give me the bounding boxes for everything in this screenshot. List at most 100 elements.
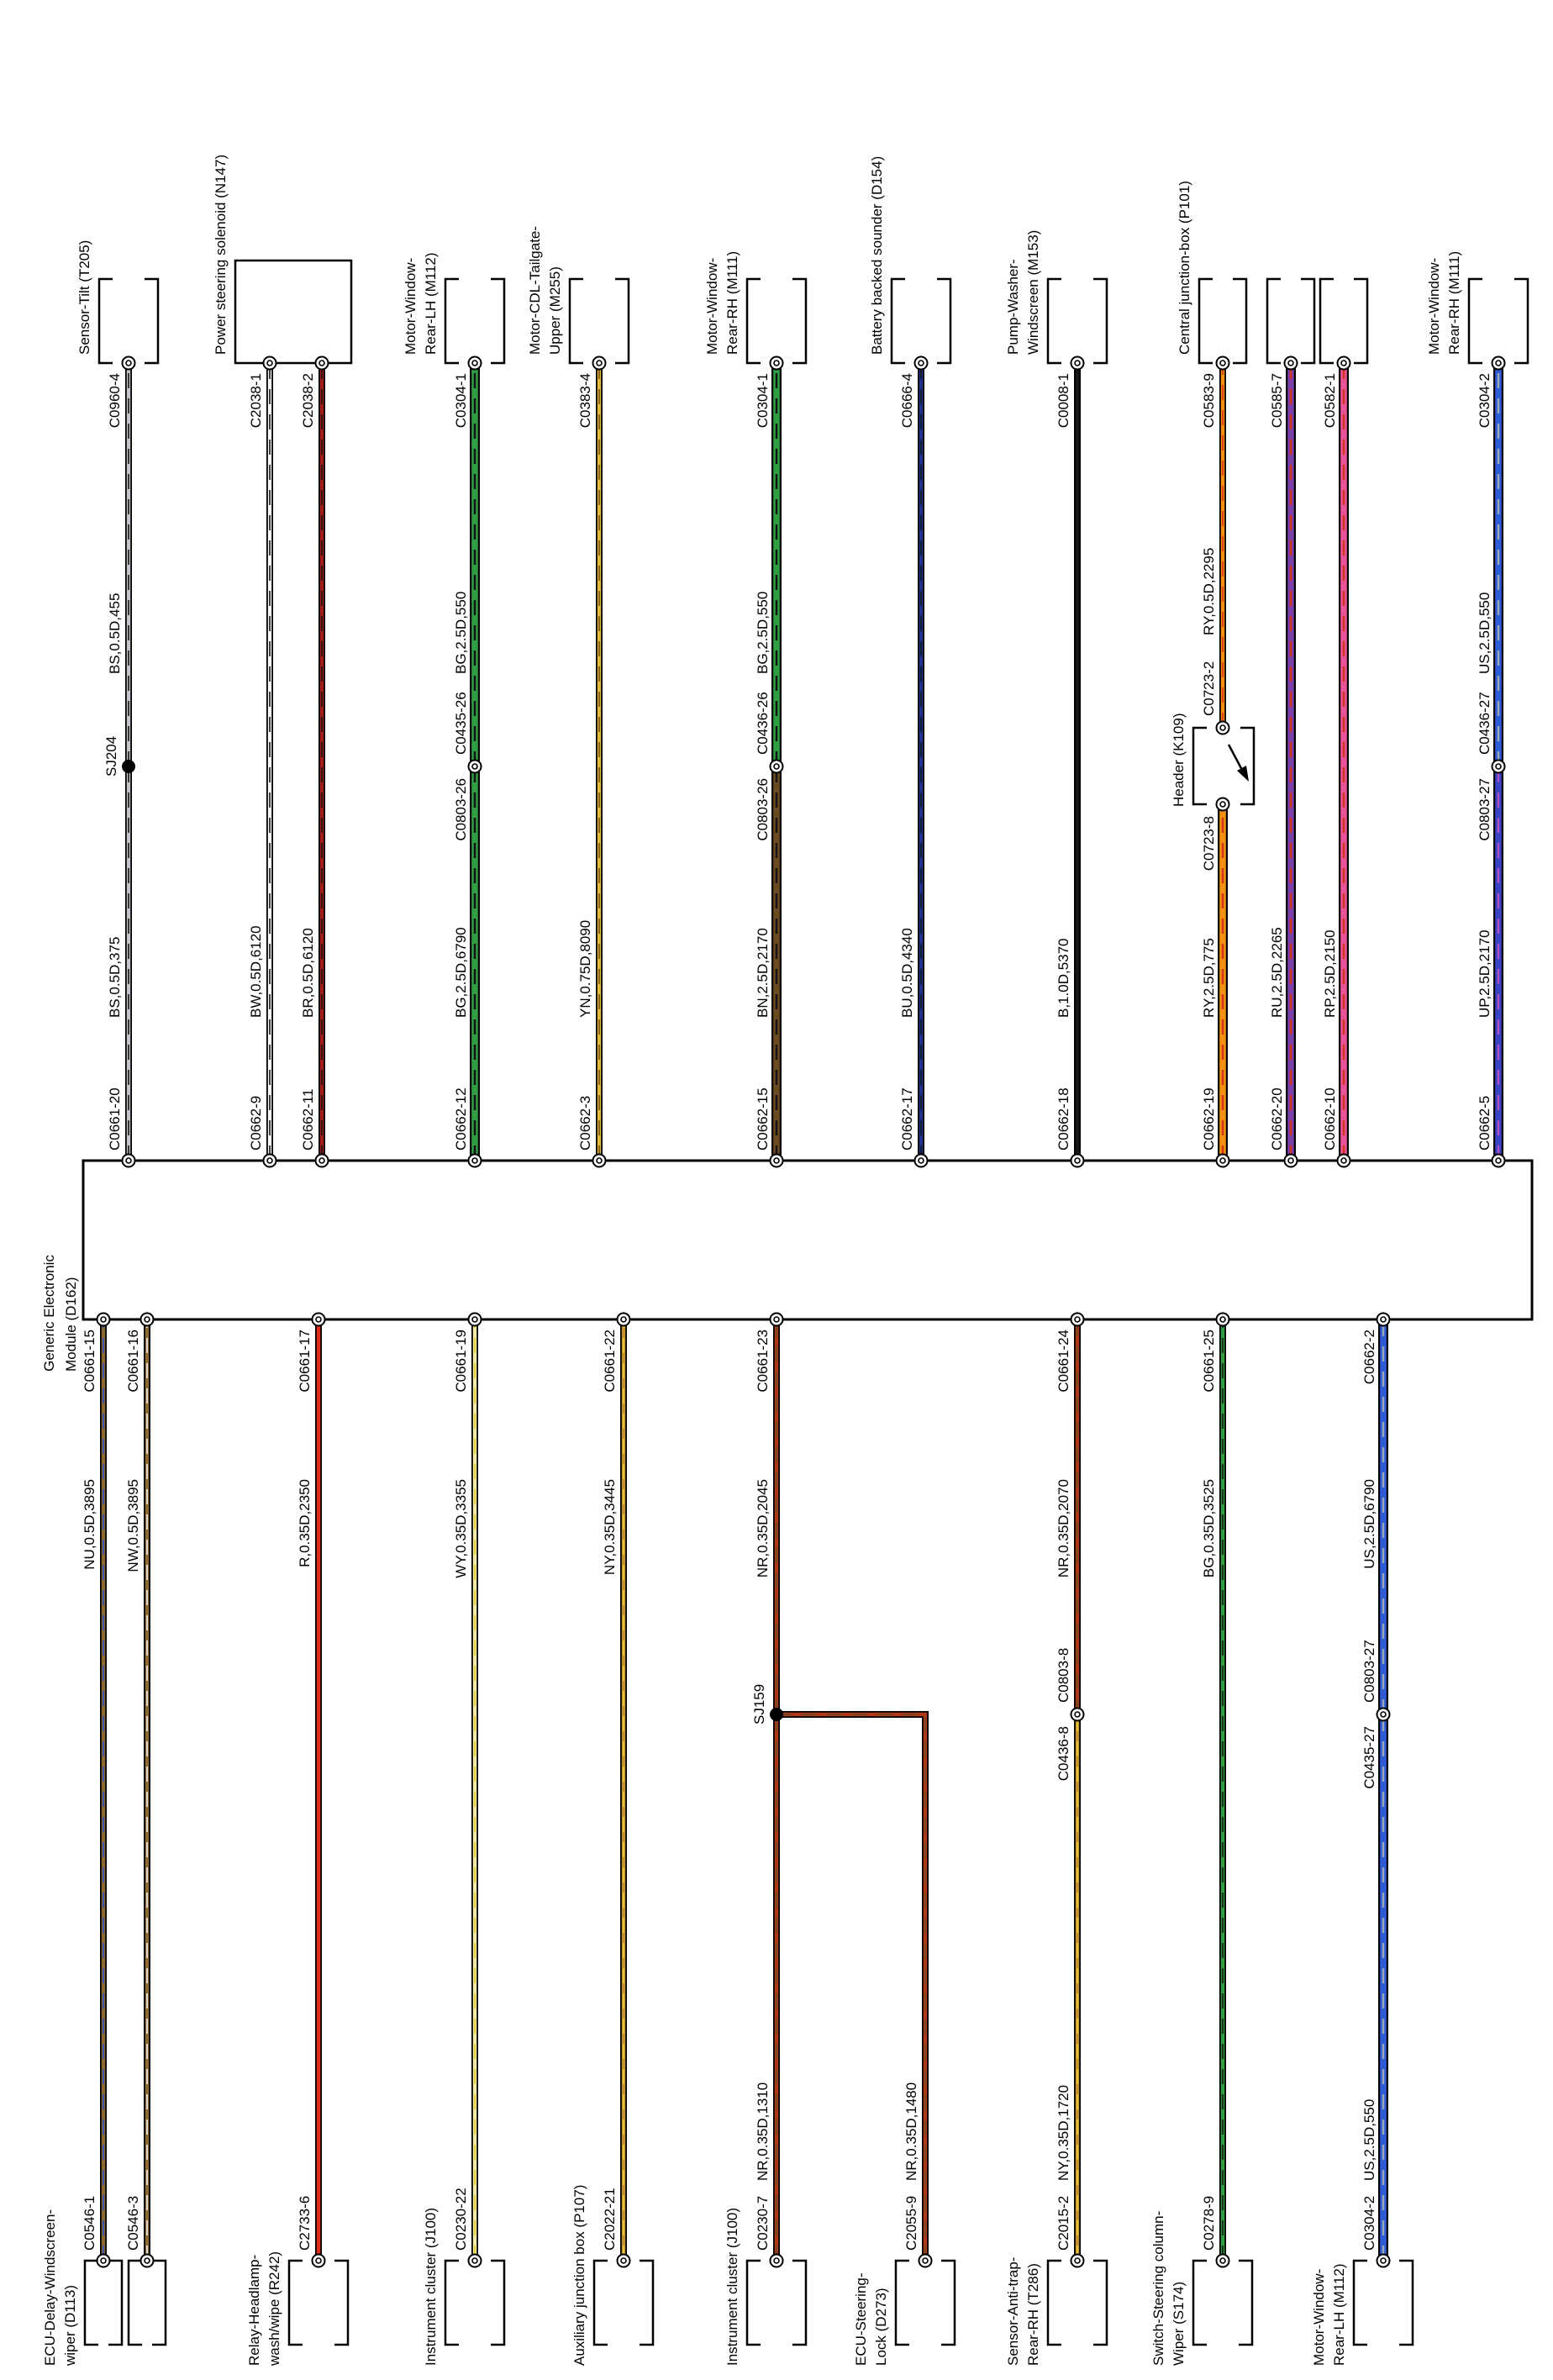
wire-spec-label: US,2.5D,6790: [1361, 1479, 1377, 1569]
component-box-top-bracket: [890, 277, 905, 365]
gem-pin-label: C0661-25: [1201, 1330, 1217, 1393]
connector-circle: [262, 355, 277, 371]
connector-circle-inner: [1287, 360, 1294, 366]
comp-pin-label: C0383-4: [577, 373, 593, 428]
connector-circle-inner: [471, 763, 478, 770]
connector-circle-inner: [315, 2257, 322, 2264]
connector-circle-inner: [1074, 1711, 1081, 1718]
comp-pin-label: C2038-2: [300, 373, 316, 428]
wire-spec-label: NY,0.35D,1720: [1056, 2085, 1071, 2181]
component-name: Upper (M255): [547, 266, 563, 355]
component-m153: Pump-Washer- Windscreen (M153): [1005, 230, 1108, 365]
circuit-labels-p101-3: C0662-10 C0582-1 RP,2.5D,2150: [1322, 355, 1351, 1168]
comp-pin-label: C2038-1: [248, 373, 264, 428]
component-name: Wiper (S174): [1171, 2282, 1187, 2366]
wire-spec-label: WY,0.35D,3355: [453, 1479, 469, 1578]
connector-circle: [1215, 1153, 1230, 1168]
connector-circle-inner: [144, 1316, 150, 1323]
component-p101-a: Central junction-box (P101): [1177, 181, 1248, 365]
comp-pin-label: C0582-1: [1322, 373, 1338, 428]
connector-circle-inner: [1340, 360, 1347, 366]
component-box-bottom-bracket: [1093, 2259, 1108, 2346]
connector-circle: [616, 2253, 631, 2268]
connector-circle-inner: [1380, 1711, 1387, 1718]
wire-spec-label: NU,0.5D,3895: [82, 1479, 97, 1570]
component-name: Relay-Headlamp-: [246, 2255, 262, 2366]
circuit-labels-j100-b: C0661-23 C0230-7 NR,0.35D,1310 NR,0.35D,204…: [751, 1312, 933, 2268]
comp-pin-label: C0230-7: [755, 2196, 771, 2251]
connector-circle-inner: [1495, 763, 1502, 770]
wire-spec-label: NY,0.35D,3445: [602, 1479, 618, 1575]
connector-circle-inner: [471, 1316, 478, 1323]
connector-circle: [467, 355, 482, 371]
gem-box: [82, 1159, 1534, 1321]
circuit-labels-t205: C0661-20 C0960-4 BS,0.5D,375 BS,0.5D,455 SJ2…: [103, 355, 136, 1168]
component-name: Instrument cluster (J100): [724, 2208, 740, 2366]
connector-circle-inner: [922, 2257, 929, 2264]
component-m112-top: Motor-Window- Rear-LH (M112): [403, 252, 506, 365]
component-box-top-bracket: [745, 2259, 761, 2346]
gem-pin-label: C0661-15: [82, 1330, 97, 1393]
connector-circle: [1376, 1312, 1391, 1327]
circuit-labels-s174: C0661-25 C0278-9 BG,0.35D,3525: [1201, 1312, 1230, 2268]
connector-circle: [1376, 1707, 1391, 1722]
connector-circle-inner: [471, 360, 478, 366]
connector-circle-inner: [596, 360, 603, 366]
connector-circle-inner: [773, 763, 780, 770]
component-name: Rear-RH (M111): [1446, 251, 1462, 355]
connector-circle-inner: [773, 2257, 780, 2264]
circuit-labels-m153: C0662-18 C0008-1 B,1.0D,5370: [1056, 355, 1085, 1168]
component-name: Motor-CDL-Tailgate-: [527, 226, 543, 355]
comp-pin-label: C2733-6: [297, 2196, 313, 2251]
component-name: Rear-RH (M111): [724, 251, 740, 355]
circuit-labels-n147-1: C0662-9 C2038-1 BW,0.5D,6120: [248, 355, 277, 1168]
circuit-labels-j100-a: C0661-19 C0230-22 WY,0.35D,3355: [453, 1312, 482, 2268]
component-box-bottom-bracket: [1233, 277, 1248, 365]
gem-label-line1: Generic Electronic: [41, 1255, 57, 1372]
gem-pin-label: C0661-16: [125, 1330, 141, 1393]
wire-spec-label: BR,0.5D,6120: [300, 928, 316, 1018]
wire-spec-label: NR,0.35D,1310: [755, 2082, 771, 2181]
component-d113-a: ECU-Delay-Windscreen-wiper (D113): [42, 2209, 124, 2367]
connector-circle: [1215, 355, 1230, 371]
connector-circle-inner: [318, 360, 325, 366]
comp-pin-label: C0546-3: [125, 2196, 141, 2251]
inline-connector-right-label: C0436-26: [755, 692, 771, 755]
component-name: Lock (D273): [873, 2288, 889, 2366]
gem-pin-label: C0662-18: [1056, 1087, 1071, 1151]
component-box-top-bracket: [444, 277, 459, 365]
comp-pin-label: C0230-22: [453, 2188, 469, 2251]
connector-circle-inner: [1287, 1157, 1294, 1164]
component-box-top-bracket: [83, 2259, 98, 2346]
connector-circle-inner: [1219, 360, 1226, 366]
connector-circle-inner: [620, 2257, 627, 2264]
connector-circle-inner: [1340, 1157, 1347, 1164]
header-left-pin-label: C0723-8: [1201, 816, 1217, 871]
circuit-labels-d154: C0662-17 C0666-4 BU,0.5D,4340: [899, 355, 929, 1168]
comp-pin-label: C2015-2: [1056, 2196, 1071, 2251]
component-n147: Power steering solenoid (N147): [213, 155, 353, 365]
connector-circle-inner: [773, 1316, 780, 1323]
gem-pin-label: C0661-24: [1056, 1330, 1071, 1393]
connector-circle-inner: [1074, 1157, 1081, 1164]
connector-circle-inner: [918, 360, 924, 366]
connector-circle: [467, 2253, 482, 2268]
wire-spec-label: UP,2.5D,2170: [1477, 929, 1492, 1018]
header-box-bottom-bracket: [1240, 726, 1256, 806]
component-box-top-bracket: [894, 2259, 909, 2346]
connector-circle: [96, 2253, 111, 2268]
component-box-bottom-bracket: [792, 2259, 808, 2346]
connector-circle: [314, 355, 329, 371]
inline-connector-right-label: C0803-8: [1056, 1648, 1071, 1703]
component-j100-a: Instrument cluster (J100): [423, 2208, 506, 2366]
circuit-wires-j100-b: [773, 1319, 929, 2261]
component-t205: Sensor-Tilt (T205): [76, 240, 160, 365]
splice-dot: [122, 760, 135, 773]
wire-spec-label: RU,2.5D,2265: [1269, 927, 1285, 1018]
connector-circle-inner: [1074, 360, 1081, 366]
component-box-bottom-bracket: [941, 2259, 956, 2346]
component-box-bottom-bracket: [1354, 277, 1369, 365]
component-d273: ECU-Steering- Lock (D273): [853, 2259, 956, 2366]
connector-circle: [140, 1312, 155, 1327]
